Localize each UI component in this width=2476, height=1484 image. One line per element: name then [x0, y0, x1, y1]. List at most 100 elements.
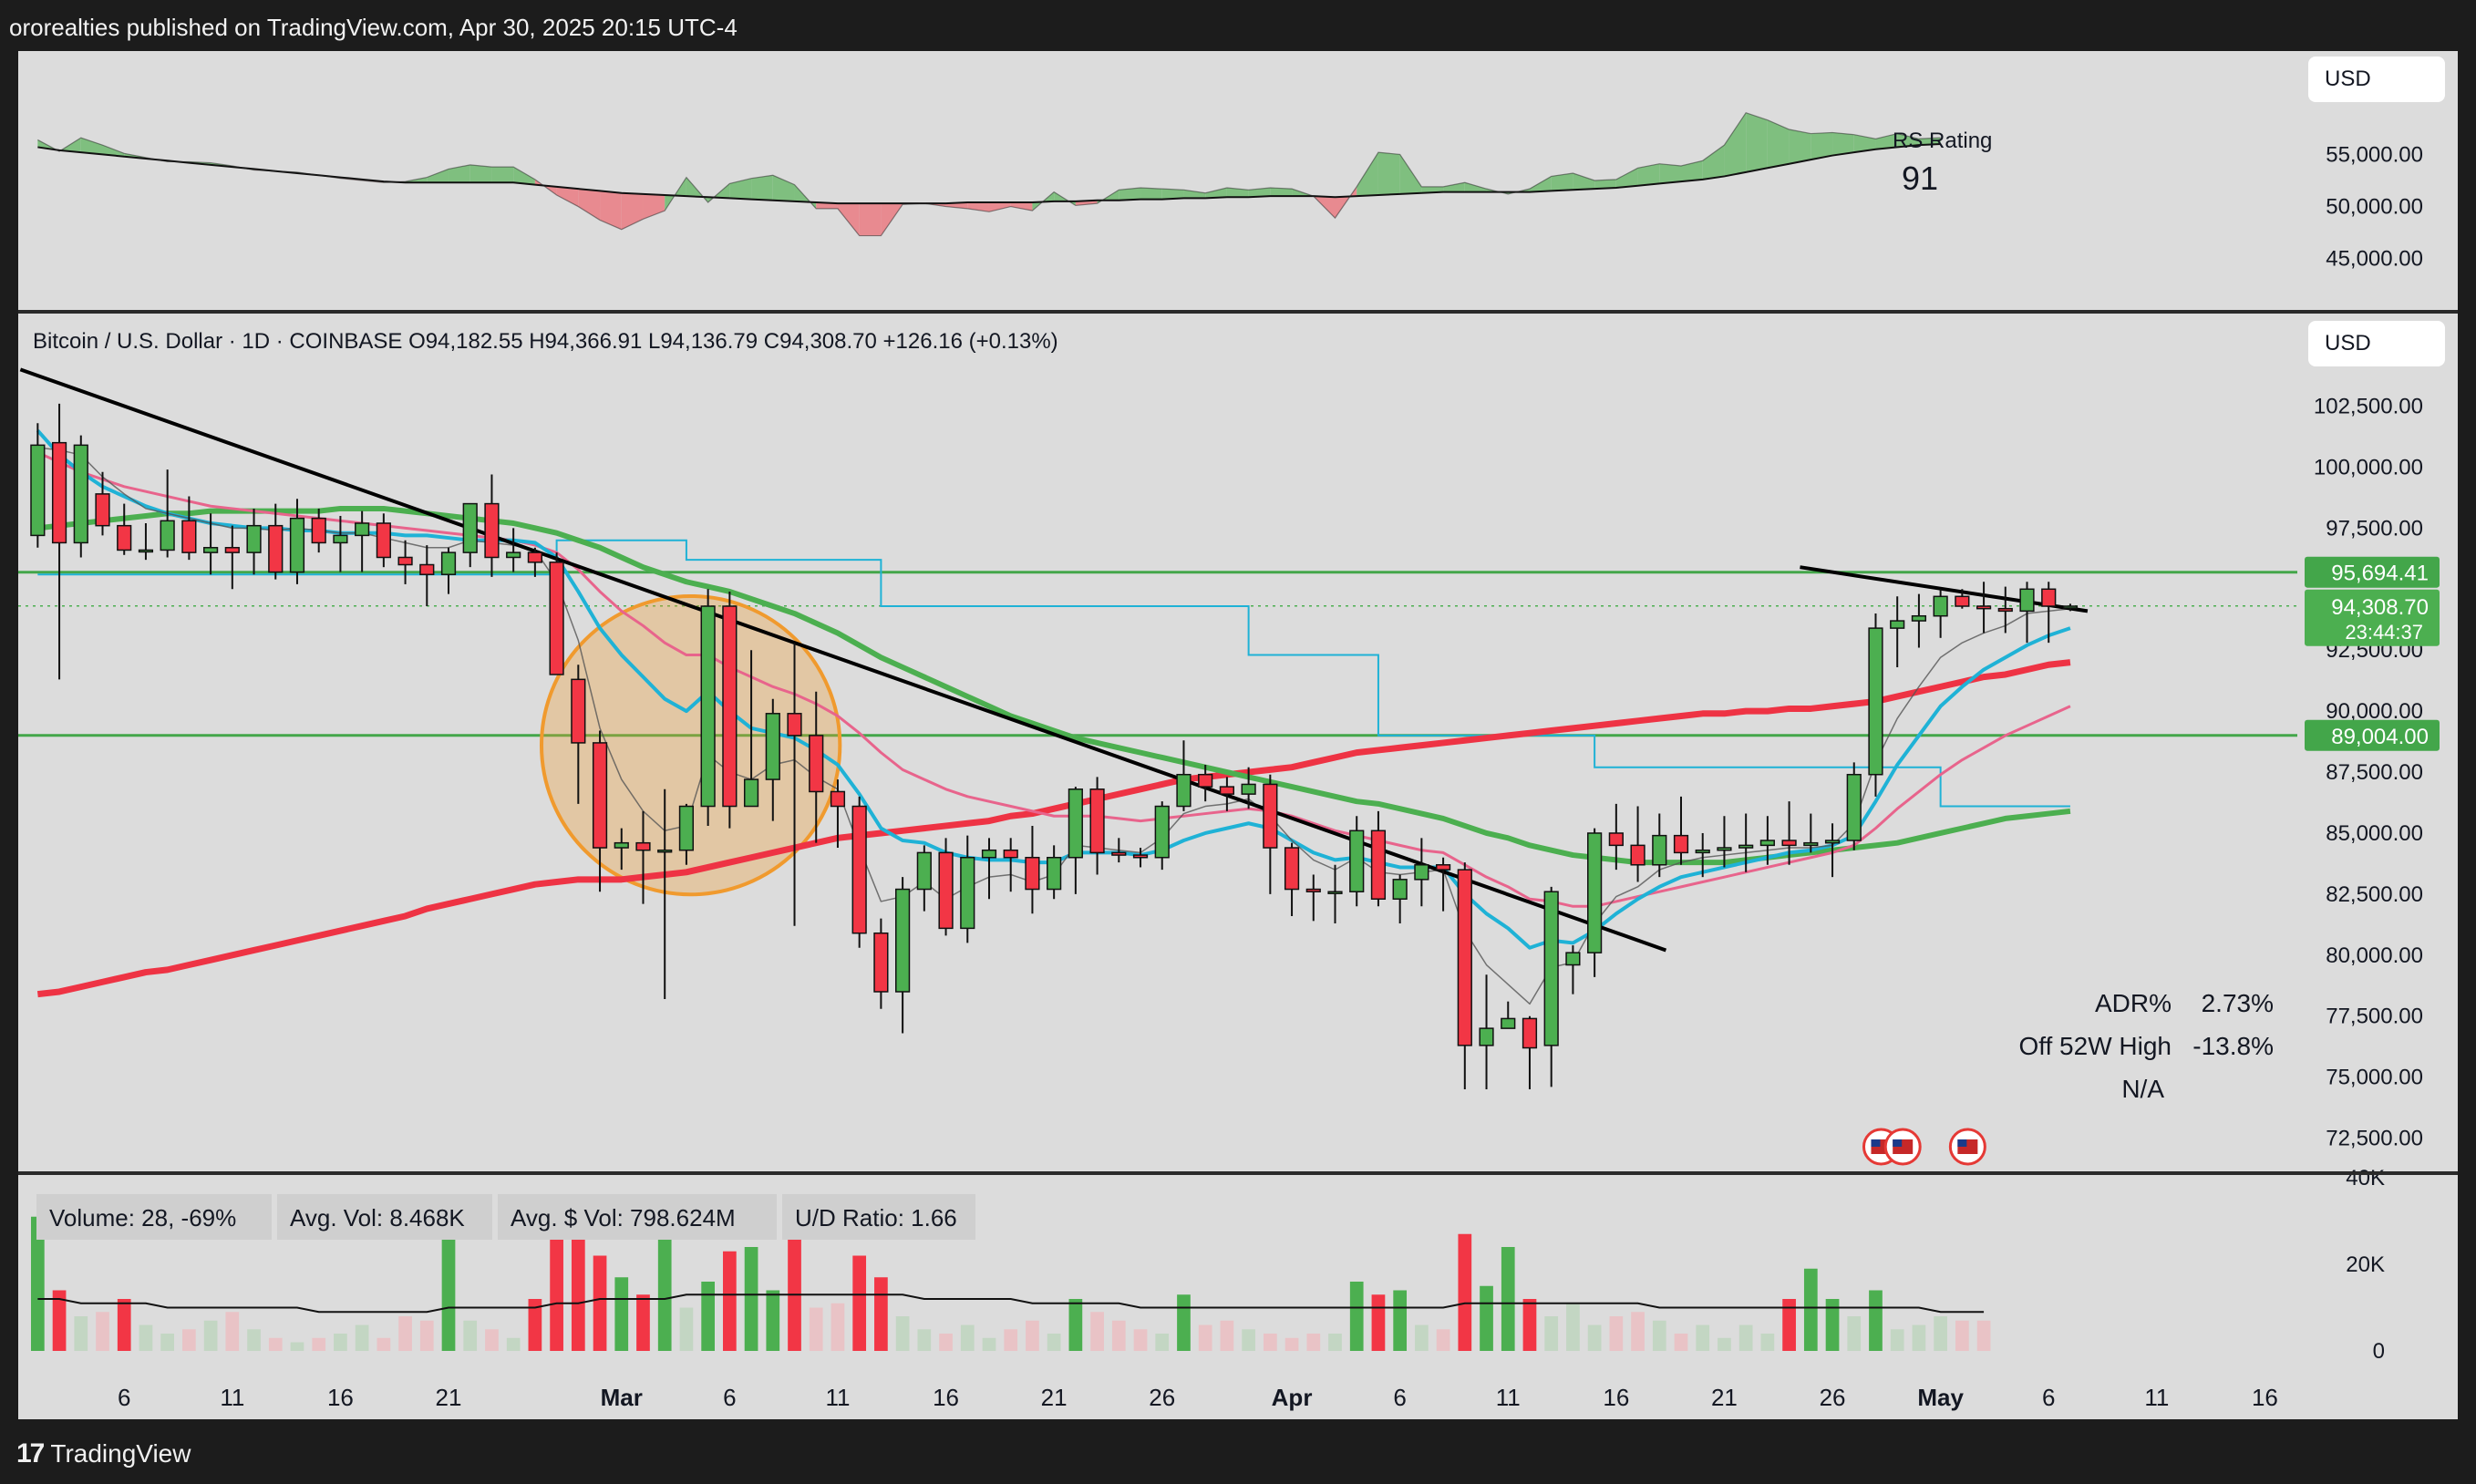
candle-up [1695, 849, 1710, 854]
sma-200-line [36, 659, 2071, 998]
price-y-tick: 77,500.00 [2326, 1005, 2423, 1029]
volume-legend-box [36, 1194, 272, 1240]
candle-down [1132, 854, 1149, 859]
rs-fill-segment [1853, 134, 1876, 153]
rs-fill-segment [1637, 163, 1660, 186]
volume-bar [182, 1329, 196, 1351]
volume-bar [614, 1277, 629, 1351]
volume-bar [679, 1307, 694, 1351]
candle-up [981, 849, 997, 859]
x-axis-tick: 26 [1820, 1384, 1846, 1411]
rs-fill-segment [1789, 129, 1811, 164]
candle-down [1305, 888, 1321, 892]
footer-brand[interactable]: 17 TradingView [16, 1431, 191, 1477]
rs-currency-button[interactable]: USD [2308, 57, 2445, 102]
volume-bar [1631, 1312, 1645, 1351]
x-axis-tick: 26 [1149, 1384, 1175, 1411]
volume-bar [1306, 1334, 1321, 1351]
price-y-tick: 102,500.00 [2314, 395, 2423, 419]
volume-bar [1458, 1233, 1472, 1351]
price-y-tick: 85,000.00 [2326, 821, 2423, 846]
x-axis-tick: 11 [1496, 1384, 1521, 1411]
candle-down [1219, 786, 1235, 795]
stat-value: -13.8% [2192, 1032, 2274, 1060]
volume-legend-box [498, 1194, 777, 1240]
price-y-tick: 75,000.00 [2326, 1066, 2423, 1090]
volume-bar [1155, 1334, 1170, 1351]
candle-down [527, 551, 542, 563]
volume-bar [441, 1221, 456, 1351]
last-price-label: 94,308.70 [2331, 595, 2429, 620]
last-price-tag [2305, 589, 2440, 646]
volume-bar [1803, 1268, 1818, 1351]
volume-bar [96, 1312, 109, 1351]
volume-bar [203, 1320, 218, 1351]
volume-bar [1934, 1316, 1947, 1351]
us-flag-canton-icon [1871, 1139, 1881, 1147]
highlight-circle [540, 593, 842, 897]
candle-up [2062, 605, 2079, 609]
candle-down [51, 441, 67, 544]
ohlc-readout: Bitcoin / U.S. Dollar · 1D · COINBASE O9… [33, 329, 1058, 354]
rs-fill-segment [578, 189, 601, 221]
candle-up [1176, 773, 1192, 808]
candle-up [1501, 1017, 1516, 1029]
volume-bar [1220, 1320, 1234, 1351]
candle-down [1673, 834, 1689, 854]
volume-bar [1415, 1324, 1429, 1351]
rs-rating-label: RS Rating [1893, 129, 1992, 153]
rs-fill-segment [1832, 132, 1854, 156]
rs-fill-segment [1615, 168, 1638, 188]
rs-fill-segment [1119, 188, 1141, 201]
candle-down [181, 520, 197, 553]
candle-down [809, 735, 824, 793]
bar-countdown-label: 23:44:37 [2345, 621, 2423, 644]
volume-bar [550, 1216, 563, 1351]
volume-bar [1782, 1299, 1796, 1351]
candle-up [1327, 891, 1343, 894]
trendline [19, 367, 1667, 953]
stat-label: Off 52W High [2018, 1032, 2172, 1060]
candle-up [202, 547, 219, 553]
rs-fill-segment [1702, 145, 1725, 180]
volume-bar [766, 1290, 780, 1351]
x-axis-tick: 6 [2042, 1384, 2055, 1411]
price-y-tick: 100,000.00 [2314, 455, 2423, 479]
price-y-tick: 97,500.00 [2326, 516, 2423, 541]
candle-up [1543, 891, 1559, 1046]
price-currency-button[interactable]: USD [2308, 321, 2445, 366]
volume-bar [1371, 1294, 1386, 1351]
candle-down [1111, 851, 1127, 856]
rs-y-tick: 55,000.00 [2326, 142, 2423, 167]
volume-bar [1760, 1334, 1775, 1351]
volume-bar [1522, 1299, 1537, 1351]
rs-fill-segment [859, 203, 882, 236]
candle-up [289, 517, 305, 573]
volume-bar [939, 1334, 953, 1351]
candle-up [138, 549, 154, 553]
candle-down [549, 562, 564, 675]
volume-y-tick: 20K [2346, 1252, 2385, 1277]
volume-bar [312, 1337, 326, 1351]
volume-bar [1718, 1337, 1731, 1351]
candle-up [765, 713, 780, 780]
rs-fill-segment [1161, 189, 1184, 200]
candle-down [1457, 869, 1472, 1046]
x-axis-tick: May [1917, 1384, 1964, 1411]
volume-bar [160, 1334, 175, 1351]
candle-up [246, 524, 262, 553]
candle-up [916, 851, 932, 891]
candle-down [1089, 788, 1105, 854]
candle-up [960, 856, 975, 930]
sma-50-line [37, 505, 2071, 866]
volume-bar [895, 1316, 910, 1351]
volume-bar [463, 1320, 478, 1351]
volume-bar [485, 1329, 499, 1351]
us-flag-canton-icon [1957, 1139, 1967, 1147]
rs-fill-segment [600, 191, 622, 230]
volume-bar [1480, 1285, 1493, 1351]
volume-bar [571, 1230, 585, 1351]
volume-bar [744, 1247, 758, 1351]
price-pane-background [18, 314, 2458, 1171]
